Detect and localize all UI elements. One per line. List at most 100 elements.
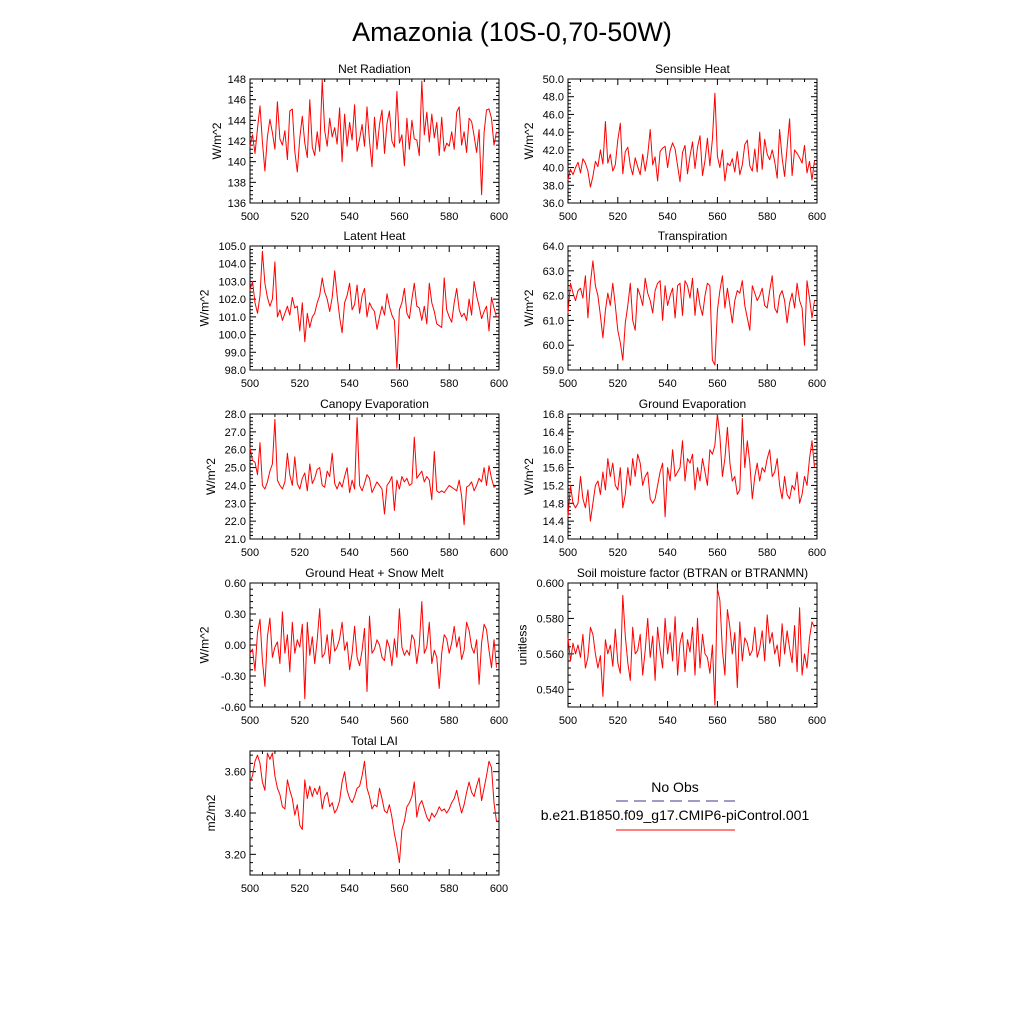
- x-tick-label: 500: [241, 378, 259, 390]
- y-tick-label: 61.0: [543, 315, 564, 327]
- x-tick-label: 580: [440, 378, 458, 390]
- series-line: [249, 417, 497, 526]
- y-tick-label: 3.20: [225, 849, 246, 861]
- y-tick-label: 99.0: [225, 347, 246, 359]
- y-tick-label: 59.0: [543, 365, 564, 377]
- y-tick-label: 15.6: [543, 463, 564, 475]
- y-tick-label: 146: [228, 95, 246, 107]
- x-tick-label: 560: [708, 547, 726, 559]
- y-tick-label: 23.0: [225, 498, 246, 510]
- y-axis-label: W/m^2: [198, 289, 212, 326]
- y-tick-label: 0.540: [536, 684, 564, 696]
- x-tick-label: 600: [490, 715, 508, 727]
- x-tick-label: 500: [241, 547, 259, 559]
- y-tick-label: 0.00: [225, 640, 246, 652]
- y-tick-label: 40.0: [543, 163, 564, 175]
- y-tick-label: 0.580: [536, 613, 564, 625]
- series-line: [567, 587, 815, 706]
- y-tick-label: 21.0: [225, 534, 246, 546]
- x-tick-label: 580: [758, 378, 776, 390]
- x-tick-label: 500: [559, 211, 577, 223]
- y-tick-label: 16.4: [543, 427, 564, 439]
- x-tick-label: 540: [658, 211, 676, 223]
- series-line: [567, 260, 815, 366]
- y-tick-label: 62.0: [543, 291, 564, 303]
- y-tick-label: 36.0: [543, 198, 564, 210]
- y-axis-label: W/m^2: [204, 458, 218, 495]
- y-tick-label: -0.60: [221, 702, 246, 714]
- x-tick-label: 520: [291, 715, 309, 727]
- x-tick-label: 520: [291, 883, 309, 895]
- panel-title: Soil moisture factor (BTRAN or BTRANMN): [577, 566, 808, 580]
- series-line: [249, 250, 497, 369]
- y-tick-label: 136: [228, 198, 246, 210]
- panel-title: Latent Heat: [343, 229, 406, 243]
- y-axis-label: W/m^2: [522, 289, 536, 326]
- y-axis-label: m2/m2: [204, 794, 218, 831]
- x-tick-label: 500: [241, 211, 259, 223]
- x-tick-label: 560: [390, 715, 408, 727]
- y-tick-label: 140: [228, 157, 246, 169]
- y-tick-label: 105.0: [218, 241, 246, 253]
- panel-title: Canopy Evaporation: [320, 397, 429, 411]
- x-tick-label: 580: [440, 211, 458, 223]
- x-tick-label: 600: [808, 211, 826, 223]
- x-tick-label: 540: [658, 715, 676, 727]
- x-tick-label: 540: [340, 547, 358, 559]
- panel-3: 500 520 540 560 580 600 98.0 99.0 100.0 101.0 102.…: [198, 229, 509, 390]
- y-tick-label: -0.30: [221, 671, 246, 683]
- panel-6: 500 520 540 560 580 600 14.0 14.4 14.8 15.2 15.6 16…: [522, 397, 826, 559]
- y-tick-label: 102.0: [218, 294, 246, 306]
- y-tick-label: 142: [228, 136, 246, 148]
- y-tick-label: 38.0: [543, 180, 564, 192]
- y-tick-label: 3.60: [225, 767, 246, 779]
- y-tick-label: 24.0: [225, 480, 246, 492]
- y-tick-label: 22.0: [225, 516, 246, 528]
- y-tick-label: 42.0: [543, 145, 564, 157]
- x-tick-label: 540: [658, 547, 676, 559]
- panel-2: 500 520 540 560 580 600 36.0 38.0 40.0 42.0 44.0 46…: [522, 62, 826, 223]
- x-tick-label: 580: [440, 883, 458, 895]
- x-tick-label: 520: [609, 715, 627, 727]
- panel-9: 500 520 540 560 580 600 3.20 3.40 3.60 Total LAI m…: [204, 734, 508, 895]
- panel-group: 500 520 540 560 580 600 136 138 140 142 144 146 148 N…: [198, 62, 827, 895]
- x-tick-label: 600: [490, 883, 508, 895]
- x-tick-label: 600: [490, 378, 508, 390]
- x-tick-label: 600: [808, 715, 826, 727]
- x-tick-label: 580: [440, 547, 458, 559]
- y-tick-label: 104.0: [218, 259, 246, 271]
- y-axis-label: W/m^2: [522, 122, 536, 159]
- x-tick-label: 520: [609, 378, 627, 390]
- y-tick-label: 50.0: [543, 74, 564, 86]
- x-tick-label: 600: [808, 547, 826, 559]
- y-tick-label: 14.4: [543, 516, 564, 528]
- x-tick-label: 500: [241, 715, 259, 727]
- x-tick-label: 500: [559, 547, 577, 559]
- series-line: [567, 413, 815, 522]
- y-tick-label: 148: [228, 74, 246, 86]
- y-tick-label: 100.0: [218, 330, 246, 342]
- y-tick-label: 64.0: [543, 241, 564, 253]
- x-tick-label: 520: [291, 211, 309, 223]
- y-axis-label: W/m^2: [198, 626, 212, 663]
- x-tick-label: 500: [559, 378, 577, 390]
- x-tick-label: 580: [440, 715, 458, 727]
- x-tick-label: 520: [609, 211, 627, 223]
- x-tick-label: 520: [291, 547, 309, 559]
- series-line: [249, 752, 497, 864]
- y-tick-label: 27.0: [225, 427, 246, 439]
- y-tick-label: 0.30: [225, 609, 246, 621]
- series-line: [249, 601, 497, 700]
- panel-title: Total LAI: [351, 734, 398, 748]
- y-tick-label: 0.600: [536, 578, 564, 590]
- legend: No Obs b.e21.B1850.f09_g17.CMIP6-piContr…: [541, 779, 810, 831]
- legend-model-label: b.e21.B1850.f09_g17.CMIP6-piControl.001: [541, 807, 810, 823]
- x-tick-label: 600: [490, 547, 508, 559]
- y-tick-label: 15.2: [543, 480, 564, 492]
- x-tick-label: 560: [390, 378, 408, 390]
- x-tick-label: 560: [390, 547, 408, 559]
- y-tick-label: 16.8: [543, 409, 564, 421]
- x-tick-label: 560: [390, 211, 408, 223]
- panel-title: Ground Heat + Snow Melt: [305, 566, 444, 580]
